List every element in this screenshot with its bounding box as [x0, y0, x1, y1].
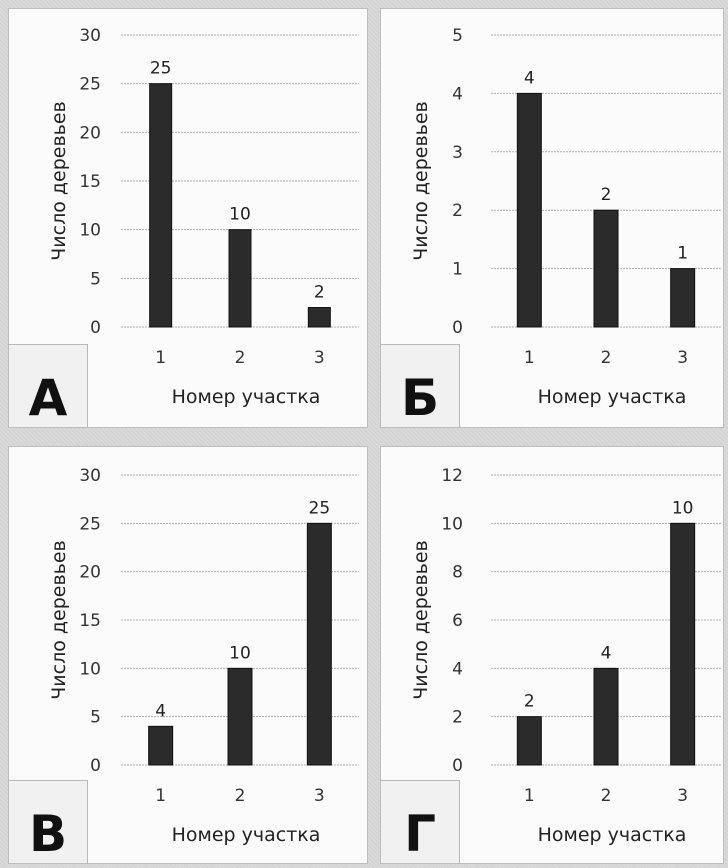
- y-tick-label: 3: [452, 143, 463, 163]
- data-label: 4: [601, 643, 612, 663]
- x-tick-label: 1: [524, 348, 535, 368]
- data-label: 10: [672, 498, 694, 518]
- x-tick-label: 3: [314, 786, 325, 806]
- y-tick-label: 0: [90, 756, 101, 776]
- y-tick-label: 4: [452, 659, 463, 679]
- x-tick-label: 3: [677, 786, 688, 806]
- y-tick-label: 10: [79, 659, 101, 679]
- y-tick-label: 15: [79, 172, 101, 192]
- data-label: 4: [524, 68, 535, 88]
- x-tick-label: 2: [601, 786, 612, 806]
- x-axis-title: Номер участка: [172, 386, 321, 408]
- panel-letter-box: А: [9, 344, 88, 427]
- data-label: 2: [601, 185, 612, 205]
- x-axis-title: Номер участка: [538, 386, 687, 408]
- x-tick-label: 1: [524, 786, 535, 806]
- bar: [228, 229, 252, 328]
- y-tick-label: 8: [452, 563, 463, 583]
- bar: [593, 667, 619, 766]
- panel-letter-box: Г: [381, 780, 460, 863]
- y-tick-label: 20: [79, 123, 101, 143]
- y-tick-label: 4: [452, 84, 463, 104]
- x-tick-label: 2: [235, 786, 246, 806]
- bar-chart-b: 0 1 2 3 4 5 4 1 2 2 1 3 Число деревьев Номер участка: [410, 26, 721, 408]
- y-axis-title: Число деревьев: [410, 101, 432, 261]
- panel-letter: В: [28, 805, 68, 863]
- panel-letter: А: [28, 369, 68, 427]
- data-label: 2: [314, 283, 325, 303]
- x-tick-label: 2: [235, 348, 246, 368]
- y-tick-label: 20: [79, 563, 101, 583]
- chart-panel-b: 0 1 2 3 4 5 4 1 2 2 1 3 Число деревьев Номер участка …: [380, 8, 724, 428]
- bar: [670, 268, 696, 328]
- y-tick-label: 30: [79, 26, 101, 46]
- chart-panel-a: 0 5 10 15 20 25 30 25 1 10 2 2 3 Число деревьев Номер …: [8, 8, 368, 428]
- bar: [306, 522, 332, 766]
- y-axis-title: Число деревьев: [48, 540, 70, 700]
- x-tick-label: 1: [155, 786, 166, 806]
- data-label: 25: [309, 498, 331, 518]
- y-tick-label: 12: [441, 466, 463, 486]
- y-tick-label: 10: [441, 514, 463, 534]
- chart-panel-g: 0 2 4 6 8 10 12 2 1 4 2 10 3 Число деревьев Номер учас…: [380, 446, 724, 864]
- bar: [516, 92, 542, 328]
- bar: [148, 725, 174, 766]
- bar: [227, 667, 253, 766]
- y-tick-label: 6: [452, 611, 463, 631]
- data-label: 1: [677, 244, 688, 264]
- data-label: 25: [150, 59, 172, 79]
- y-tick-label: 5: [90, 708, 101, 728]
- bar-chart-g: 0 2 4 6 8 10 12 2 1 4 2 10 3 Число деревьев Номер учас…: [410, 466, 721, 846]
- x-tick-label: 3: [314, 348, 325, 368]
- y-tick-label: 0: [90, 318, 101, 338]
- data-label: 2: [524, 692, 535, 712]
- x-tick-label: 2: [601, 348, 612, 368]
- bar: [670, 522, 696, 766]
- y-tick-label: 2: [452, 201, 463, 221]
- bar: [149, 83, 173, 328]
- y-axis-title: Число деревьев: [410, 540, 432, 700]
- panel-letter-box: В: [9, 780, 88, 863]
- chart-panel-v: 0 5 10 15 20 25 30 4 1 10 2 25 3 Число деревьев Номер …: [8, 446, 368, 864]
- panel-letter: Г: [404, 805, 436, 863]
- y-tick-label: 10: [79, 221, 101, 241]
- y-tick-label: 0: [452, 756, 463, 776]
- panel-letter: Б: [400, 369, 440, 427]
- bar: [593, 209, 619, 328]
- x-axis-title: Номер участка: [538, 824, 687, 846]
- x-tick-label: 1: [155, 348, 166, 368]
- y-tick-label: 5: [452, 26, 463, 46]
- y-tick-label: 5: [90, 269, 101, 289]
- x-axis-title: Номер участка: [172, 824, 321, 846]
- bar-chart-v: 0 5 10 15 20 25 30 4 1 10 2 25 3 Число деревьев Номер …: [48, 466, 359, 846]
- bar: [516, 716, 542, 766]
- panel-letter-box: Б: [381, 344, 460, 427]
- y-axis-title: Число деревьев: [48, 101, 70, 261]
- bar: [307, 307, 331, 328]
- data-label: 10: [229, 205, 251, 225]
- x-tick-label: 3: [677, 348, 688, 368]
- y-tick-label: 25: [79, 514, 101, 534]
- y-tick-label: 25: [79, 75, 101, 95]
- data-label: 10: [229, 643, 251, 663]
- bar-chart-a: 0 5 10 15 20 25 30 25 1 10 2 2 3 Число деревьев Номер …: [48, 26, 359, 408]
- y-tick-label: 15: [79, 611, 101, 631]
- data-label: 4: [155, 701, 166, 721]
- y-tick-label: 0: [452, 318, 463, 338]
- y-tick-label: 1: [452, 260, 463, 280]
- y-tick-label: 30: [79, 466, 101, 486]
- y-tick-label: 2: [452, 708, 463, 728]
